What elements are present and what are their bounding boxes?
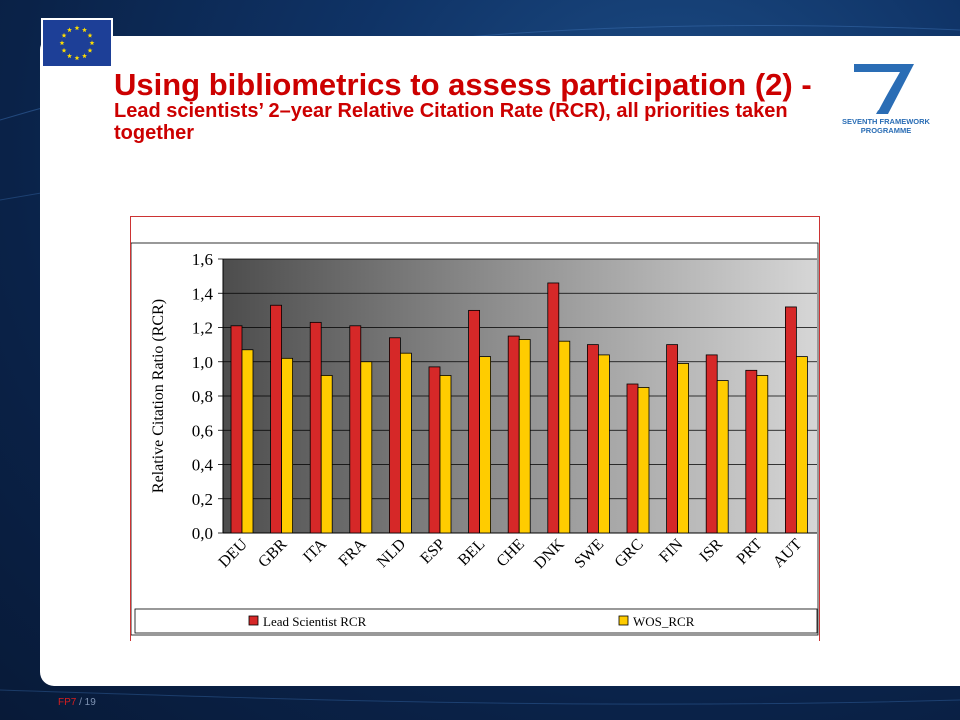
eu-star [74, 25, 80, 31]
bar-fin-series-2 [677, 363, 689, 534]
footer-num: 7 [70, 697, 77, 708]
y-tick-label: 1,4 [192, 284, 214, 303]
eu-star [89, 40, 95, 46]
bar-nld-series-2 [399, 352, 412, 534]
legend-swatch-1 [248, 615, 259, 626]
bar-nld-series-1 [388, 337, 401, 534]
bar-fra-series-1 [349, 325, 362, 534]
y-tick-label: 0,8 [192, 387, 213, 406]
y-tick-label: 1,6 [192, 250, 213, 269]
slide-title: Using bibliometrics to assess participat… [114, 68, 834, 145]
footer-fp: FP [58, 697, 71, 708]
y-tick-label: 0,2 [192, 490, 213, 509]
bar-deu-series-2 [241, 349, 254, 534]
eu-flag-icon [43, 20, 111, 66]
title-sub: Lead scientists’ 2–year Relative Citatio… [114, 100, 788, 145]
slide-footer: FP7 / 19 [58, 697, 96, 708]
bar-dnk-series-1 [547, 282, 560, 534]
eu-star [61, 32, 67, 38]
bar-grc-series-1 [626, 383, 639, 534]
bar-deu-series-1 [230, 325, 243, 534]
y-tick-label: 0,4 [192, 456, 214, 475]
bar-swe-series-1 [586, 344, 599, 534]
bar-grc-series-2 [637, 387, 650, 534]
y-tick-label: 1,2 [192, 319, 213, 338]
eu-star [61, 47, 67, 53]
bar-isr-series-2 [716, 380, 729, 534]
bar-esp-series-1 [428, 366, 441, 534]
eu-star [67, 27, 72, 33]
bar-che-series-1 [507, 335, 520, 534]
bar-swe-series-2 [597, 354, 610, 534]
bar-dnk-series-2 [558, 340, 571, 534]
legend-swatch-2 [618, 615, 629, 626]
bar-bel-series-1 [468, 309, 481, 534]
eu-flag-logo [41, 18, 113, 68]
logo-text-line1: SEVENTH FRAMEWORK [842, 117, 930, 126]
title-main: Using bibliometrics to assess participat… [114, 67, 812, 102]
bar-ita-series-1 [309, 321, 322, 534]
y-tick-label: 1,0 [192, 353, 213, 372]
bar-fin-series-1 [666, 344, 678, 534]
y-axis-title: Relative Citation Ratio (RCR) [150, 299, 167, 493]
eu-star [82, 53, 87, 59]
seven-icon [854, 64, 914, 114]
legend-label-1: Lead Scientist RCR [263, 614, 367, 629]
fp7-logo: SEVENTH FRAMEWORK PROGRAMME [842, 64, 930, 135]
y-tick-label: 0,6 [192, 421, 213, 440]
eu-star [59, 40, 65, 46]
bar-prt-series-1 [745, 369, 758, 534]
bar-isr-series-1 [705, 354, 718, 534]
bar-aut-series-1 [785, 306, 797, 534]
footer-page: / 19 [76, 697, 96, 708]
eu-star [82, 27, 87, 33]
bar-esp-series-2 [439, 375, 452, 534]
eu-star [87, 47, 93, 53]
bar-gbr-series-1 [270, 304, 283, 534]
logo-text-line2: PROGRAMME [861, 126, 911, 135]
eu-star [74, 55, 80, 61]
bar-ita-series-2 [320, 375, 333, 534]
chart-container: 0,0 0,2 0,4 0,6 0,8 1,0 1,2 1,4 1,6 Relative Cita… [130, 216, 820, 641]
bar-gbr-series-2 [281, 357, 294, 534]
eu-star [67, 53, 72, 59]
bar-bel-series-2 [479, 356, 492, 534]
bar-fra-series-2 [360, 361, 373, 534]
eu-star [87, 32, 93, 38]
bar-che-series-2 [518, 339, 531, 534]
bar-aut-series-2 [796, 356, 808, 534]
legend-label-2: WOS_RCR [633, 614, 695, 629]
bar-chart: 0,0 0,2 0,4 0,6 0,8 1,0 1,2 1,4 1,6 Relative Cita… [131, 242, 819, 636]
legend-box [134, 608, 818, 634]
y-tick-label: 0,0 [192, 524, 213, 543]
bar-prt-series-2 [756, 375, 769, 534]
